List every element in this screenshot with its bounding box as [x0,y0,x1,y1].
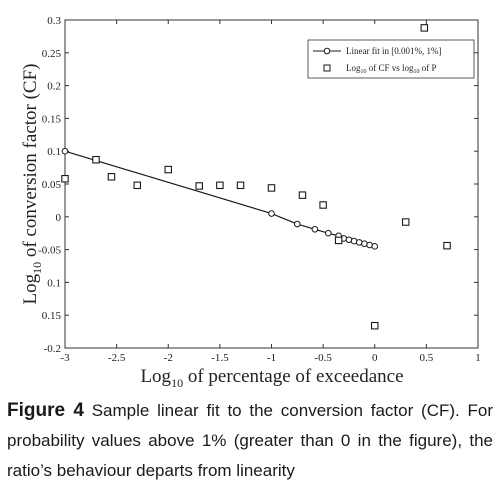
x-tick-label: -1 [267,352,276,364]
fit-point [324,229,332,237]
y-axis-title: Log10 of conversion factor (CF) [20,64,44,305]
legend-box [307,39,475,79]
chart-figure: -3 -2.5 -2 -1.5 -1 -0.5 0 0.5 1 -0.2 0.15 0.1 -0.05 0… [20,15,481,390]
x-tick-label: 0.5 [420,352,434,364]
scatter-chart: -3 -2.5 -2 -1.5 -1 -0.5 0 0.5 1 -0.2 0.15 0.1 -0.05 0… [20,15,481,390]
scatter-series [61,24,451,330]
fit-point [268,210,275,217]
fit-point [61,147,69,155]
y-tick-label: 0.2 [47,81,61,93]
data-point [133,181,142,190]
data-point [334,236,343,245]
data-point [61,175,69,183]
y-tick-label: 0.15 [42,310,62,322]
x-tick-label: 1 [475,352,481,364]
y-tick-label: 0 [56,212,62,224]
data-point [267,184,276,192]
x-tick-label: 0 [372,352,378,364]
data-point [164,165,173,174]
x-tick-label: -0.5 [314,352,332,364]
y-tick-label: 0.25 [42,48,62,60]
data-point [443,241,451,250]
x-axis-title: Log10 of percentage of exceedance [140,366,403,390]
caption-label: Figure 4 [7,400,84,421]
x-tick-label: -2 [164,352,173,364]
axis-ticks: -3 -2.5 -2 -1.5 -1 -0.5 0 0.5 1 -0.2 0.15 0.1 -0.05 0… [38,15,481,364]
fit-point [371,243,379,250]
data-point [92,155,100,164]
y-tick-label: -0.2 [44,343,61,355]
y-tick-label: 0.1 [47,277,61,289]
data-point [216,181,224,190]
y-tick-label: 0.05 [42,179,62,191]
x-tick-label: -3 [60,352,70,364]
y-tick-label: 0.3 [47,15,61,27]
x-tick-label: -2.5 [108,352,126,364]
legend-square-marker [323,64,331,72]
data-point [107,173,116,181]
legend-circle-marker [323,47,331,55]
data-point [236,181,245,190]
y-tick-label: 0.1 [47,146,61,158]
legend-label-fit: Linear fit in [0.001%, 1%] [346,46,441,56]
caption-text: Sample linear fit to the conversion fact… [7,401,493,480]
y-tick-label: -0.05 [38,245,61,257]
data-point [370,321,379,330]
fit-point [294,220,301,228]
data-point [420,24,429,32]
y-tick-label: 0.15 [42,113,62,125]
data-point [298,191,307,199]
fit-line-series [61,147,379,250]
legend: Linear fit in [0.001%, 1%] Log10 of CF v… [307,39,475,79]
figure-caption: Figure 4 Sample linear fit to the conver… [7,396,493,486]
data-point [195,182,203,190]
fit-point [311,225,319,233]
x-tick-label: -1.5 [211,352,229,364]
data-point [319,201,327,209]
data-point [401,218,410,226]
legend-label-data: Log10 of CF vs log10 of P [346,63,437,75]
